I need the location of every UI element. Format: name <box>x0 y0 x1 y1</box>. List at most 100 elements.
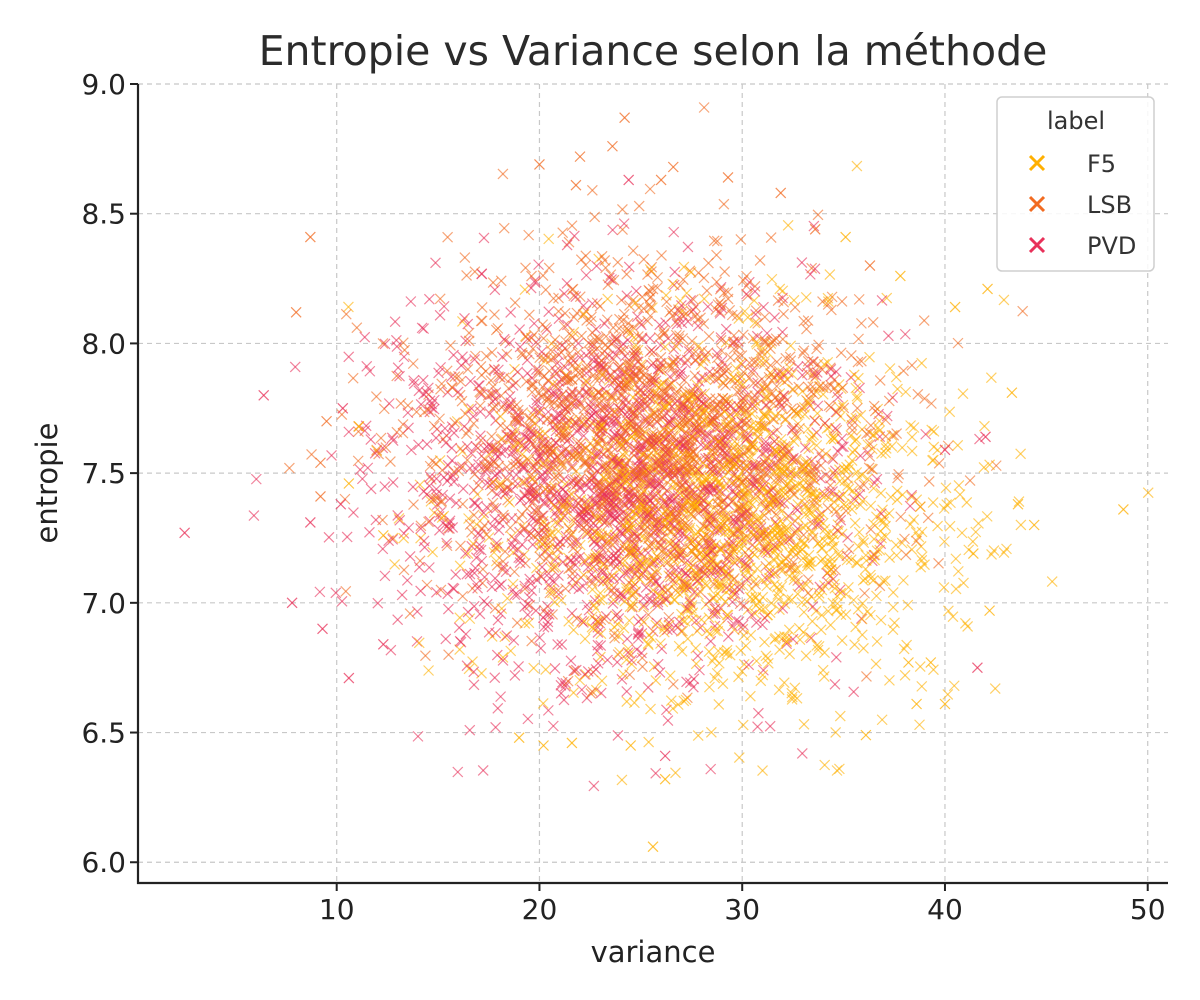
data-point-f5 <box>621 696 633 708</box>
data-point-lsb <box>851 402 863 414</box>
data-point-pvd <box>906 489 918 501</box>
data-point-pvd <box>481 501 493 513</box>
data-point-lsb <box>571 307 583 319</box>
data-point-lsb <box>477 563 489 575</box>
data-point-lsb <box>290 306 302 318</box>
data-point-lsb <box>922 512 934 524</box>
data-point-pvd <box>330 587 342 599</box>
data-point-lsb <box>574 151 586 163</box>
data-point-f5 <box>546 587 558 599</box>
data-point-lsb <box>663 611 675 623</box>
data-point-f5 <box>1006 387 1018 399</box>
data-point-pvd <box>764 720 776 732</box>
data-point-pvd <box>446 454 458 466</box>
data-point-f5 <box>874 425 885 437</box>
data-point-f5 <box>782 219 794 231</box>
x-axis-label: variance <box>591 935 716 969</box>
data-point-pvd <box>509 670 521 681</box>
data-point-f5 <box>766 273 778 285</box>
data-point-f5 <box>343 301 354 313</box>
data-point-f5 <box>887 586 899 598</box>
data-point-f5 <box>932 520 944 532</box>
data-point-f5 <box>908 422 920 433</box>
data-point-f5 <box>757 765 768 777</box>
data-point-lsb <box>486 347 498 358</box>
data-point-f5 <box>998 547 1010 558</box>
data-point-f5 <box>625 740 637 751</box>
data-point-pvd <box>250 473 262 485</box>
data-point-lsb <box>701 285 713 297</box>
data-point-pvd <box>343 426 355 438</box>
data-point-pvd <box>518 524 530 535</box>
data-point-pvd <box>454 635 466 647</box>
data-point-pvd <box>468 679 480 691</box>
data-point-pvd <box>848 686 860 698</box>
data-point-pvd <box>490 721 502 733</box>
data-point-lsb <box>777 333 789 345</box>
data-point-lsb <box>575 254 587 266</box>
data-point-lsb <box>892 472 903 484</box>
data-point-f5 <box>877 575 889 587</box>
data-point-f5 <box>707 655 718 667</box>
data-point-f5 <box>986 549 997 560</box>
data-point-f5 <box>703 646 715 657</box>
data-point-lsb <box>754 254 766 266</box>
data-point-f5 <box>798 718 810 730</box>
data-point-pvd <box>659 750 671 762</box>
data-point-lsb <box>370 391 382 402</box>
data-point-f5 <box>851 160 863 172</box>
data-point-pvd <box>580 269 592 281</box>
data-point-pvd <box>476 268 488 280</box>
data-point-f5 <box>596 675 608 687</box>
data-point-lsb <box>627 245 639 257</box>
data-point-lsb <box>486 430 498 442</box>
y-tick-label: 6.5 <box>81 717 126 750</box>
data-point-lsb <box>520 262 531 274</box>
data-point-f5 <box>788 294 800 306</box>
data-point-pvd <box>459 312 470 324</box>
data-point-lsb <box>836 296 848 307</box>
data-point-pvd <box>405 296 417 307</box>
data-point-f5 <box>733 752 745 763</box>
data-point-pvd <box>542 704 554 716</box>
data-point-pvd <box>407 481 419 493</box>
data-point-lsb <box>664 526 676 538</box>
data-point-pvd <box>417 374 429 386</box>
data-point-lsb <box>642 315 654 327</box>
data-point-f5 <box>760 650 772 662</box>
data-point-lsb <box>408 499 419 510</box>
data-point-pvd <box>538 621 550 633</box>
data-point-lsb <box>497 168 509 180</box>
data-point-pvd <box>336 595 348 607</box>
data-point-lsb <box>476 315 488 327</box>
data-point-lsb <box>538 371 550 382</box>
data-point-f5 <box>713 657 725 669</box>
data-point-f5 <box>801 596 813 608</box>
data-point-f5 <box>1028 519 1040 531</box>
data-point-f5 <box>850 621 862 633</box>
data-point-f5 <box>784 648 796 660</box>
data-point-pvd <box>559 680 571 692</box>
data-point-pvd <box>413 561 425 573</box>
data-point-pvd <box>289 361 301 373</box>
data-point-f5 <box>773 684 785 696</box>
data-point-f5 <box>505 645 517 657</box>
data-point-pvd <box>401 574 413 586</box>
data-point-pvd <box>364 365 376 377</box>
data-point-pvd <box>526 585 538 596</box>
data-point-lsb <box>789 301 801 313</box>
data-point-pvd <box>248 510 260 521</box>
data-point-f5 <box>678 261 690 273</box>
data-point-pvd <box>621 633 633 645</box>
data-point-pvd <box>709 603 721 615</box>
data-point-f5 <box>782 593 794 605</box>
data-point-pvd <box>535 642 547 654</box>
data-point-lsb <box>613 323 625 334</box>
data-point-f5 <box>800 291 812 303</box>
data-point-f5 <box>745 629 757 641</box>
data-point-lsb <box>476 302 488 313</box>
data-point-f5 <box>543 233 555 245</box>
data-point-lsb <box>468 418 480 429</box>
data-point-pvd <box>458 421 470 432</box>
